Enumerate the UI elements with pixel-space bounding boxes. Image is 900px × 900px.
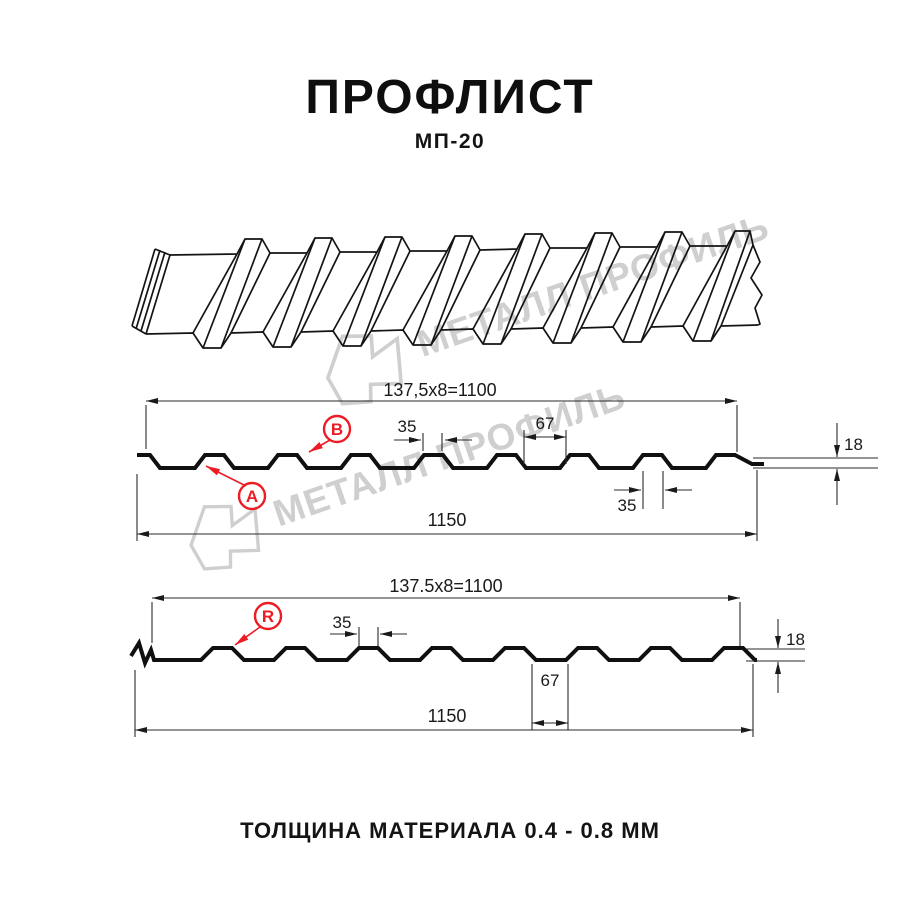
cross-section-r: 137.5x8=1100 35 18	[129, 576, 805, 737]
dim-label-overall-1: 1150	[428, 510, 467, 530]
marker-b-letter: B	[331, 420, 343, 439]
cross-section-a: 137,5x8=1100 35 67	[136, 380, 878, 541]
dim-label-rib-top-2: 35	[333, 613, 352, 632]
dimension-valley-1	[523, 430, 567, 464]
dim-label-pitch-total-2: 137.5x8=1100	[389, 576, 502, 596]
dimension-pitch-total-1	[145, 398, 738, 452]
sheet-3d-right-edge	[750, 244, 763, 326]
sheet-3d-left-cut-edge	[131, 248, 171, 335]
sheet-3d-front-edge	[145, 324, 759, 349]
dimension-pitch-total-2	[151, 595, 741, 646]
dimension-overall-1	[136, 470, 758, 541]
dim-label-height-1: 18	[844, 435, 863, 454]
callout-marker-r: R	[234, 601, 283, 646]
dimension-height-2	[746, 619, 805, 693]
dim-label-rib-bottom-1: 35	[618, 496, 637, 515]
dimension-height-1	[753, 423, 878, 505]
sheet-3d-rib-lines	[192, 230, 754, 349]
profile-outline-r	[129, 638, 757, 669]
profile-model-subtitle: МП-20	[414, 130, 486, 153]
marker-r-letter: R	[262, 607, 274, 626]
marker-a-letter: A	[246, 487, 258, 506]
dimension-rib-top-2	[330, 627, 407, 646]
dim-label-valley-2: 67	[541, 671, 560, 690]
callout-marker-b: B	[308, 414, 352, 453]
dimension-overall-2	[134, 664, 754, 737]
sheet-3d-view	[131, 230, 763, 349]
dim-label-pitch-total-1: 137,5x8=1100	[383, 380, 496, 400]
dimension-valley-2	[531, 664, 569, 730]
dim-label-height-2: 18	[786, 630, 805, 649]
callout-marker-a: A	[205, 465, 267, 511]
dimension-rib-top-1	[394, 433, 472, 451]
dim-label-valley-1: 67	[536, 414, 555, 433]
profile-outline-a	[137, 453, 764, 470]
dimension-rib-bottom-1	[614, 471, 692, 509]
dim-label-rib-top-1: 35	[398, 417, 417, 436]
material-thickness-note: ТОЛЩИНА МАТЕРИАЛА 0.4 - 0.8 ММ	[240, 818, 660, 843]
page-title: ПРОФЛИСТ	[305, 71, 595, 124]
dim-label-overall-2: 1150	[428, 706, 467, 726]
